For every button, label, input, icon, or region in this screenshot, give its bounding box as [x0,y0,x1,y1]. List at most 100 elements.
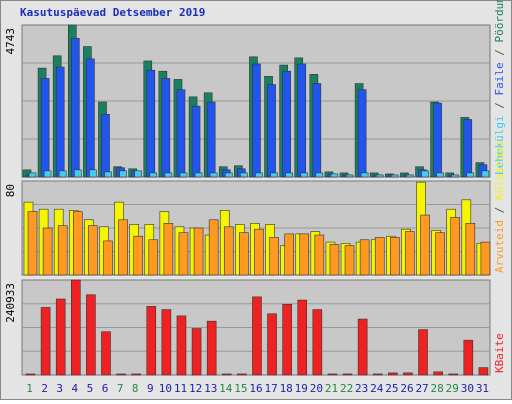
legend-separator: / [493,96,506,116]
bar [357,89,367,178]
bar [465,223,476,276]
bar [164,172,173,178]
x-tick-label: 20 [310,382,323,395]
bar [131,373,141,376]
bar [312,83,322,178]
bar [149,172,158,178]
x-tick-label: 3 [56,382,63,395]
bar [206,101,216,178]
x-tick-label: 19 [295,382,308,395]
x-tick-label: 17 [264,382,277,395]
bar [89,169,97,178]
legend-entry: Faile [493,62,506,95]
x-tick-label: 15 [234,382,247,395]
x-tick-label: 7 [117,382,124,395]
bar [86,294,96,376]
x-tick-label: 29 [446,382,459,395]
x-tick-label: 1 [26,382,33,395]
bar [252,63,261,178]
bar [421,170,429,178]
bar [299,233,310,276]
x-tick-label: 9 [147,382,154,395]
bar [344,245,355,276]
x-tick-label: 5 [87,382,94,395]
bar [330,173,339,178]
legend: KBaite [493,333,506,373]
bar [27,211,38,276]
bar [433,102,442,178]
legend-separator: / [493,200,506,220]
bar [163,223,174,276]
bar [193,227,204,276]
legend: Arvuteid / Külastusi [493,141,506,273]
y-tick-label: 80 [4,184,17,197]
bar [70,279,81,376]
bar [284,233,294,276]
bar [223,226,234,276]
x-tick-label: 26 [400,382,413,395]
y-tick-label: 4743 [4,28,17,55]
bar [209,172,218,178]
bar [436,172,444,178]
bar [297,299,308,376]
bar [101,331,111,376]
bar [206,320,217,376]
bar [450,217,461,276]
legend: Lehekülgi / Faile / Pöördumisi [493,0,506,175]
x-tick-label: 10 [159,382,172,395]
x-tick-label: 12 [189,382,202,395]
bar [104,171,112,178]
bar [55,298,66,376]
bar [148,239,159,276]
bar [178,232,189,276]
bar [312,309,323,376]
bar [420,214,430,276]
bar [58,170,67,178]
bar [146,69,156,178]
bar [55,66,65,178]
bar [345,174,354,178]
bar [375,174,384,178]
bar [448,373,459,376]
bar [481,170,490,178]
bar [315,172,324,178]
x-tick-label: 13 [204,382,217,395]
x-tick-label: 2 [41,382,48,395]
bar [418,329,428,376]
bar [179,172,188,178]
bar [116,373,126,376]
bar [433,371,443,376]
bar [208,219,219,276]
bar [42,227,53,276]
x-tick-label: 16 [249,382,262,395]
x-tick-label: 31 [476,382,489,395]
bar [118,219,128,276]
bar [191,105,201,178]
x-tick-label: 4 [72,382,79,395]
bar [451,174,460,178]
bar [28,172,37,178]
bar [254,228,264,276]
bar [255,172,263,178]
bar [25,373,36,376]
bar [224,172,233,178]
legend-entry: Külastusi [493,141,506,201]
legend-entry: KBaite [493,333,506,373]
bar [463,119,473,178]
x-tick-label: 23 [355,382,368,395]
bar [390,237,400,276]
bar [388,372,398,376]
bar [133,235,143,276]
legend-separator: / [493,43,506,63]
bar [329,244,340,276]
bar [403,372,413,376]
x-tick-label: 24 [370,382,384,395]
bar [357,318,368,376]
legend-entry: Arvuteid [493,220,506,273]
bar [478,367,489,376]
bar [176,315,187,376]
bar [40,307,51,376]
x-tick-label: 25 [385,382,398,395]
y-tick-label: 240933 [4,283,17,323]
